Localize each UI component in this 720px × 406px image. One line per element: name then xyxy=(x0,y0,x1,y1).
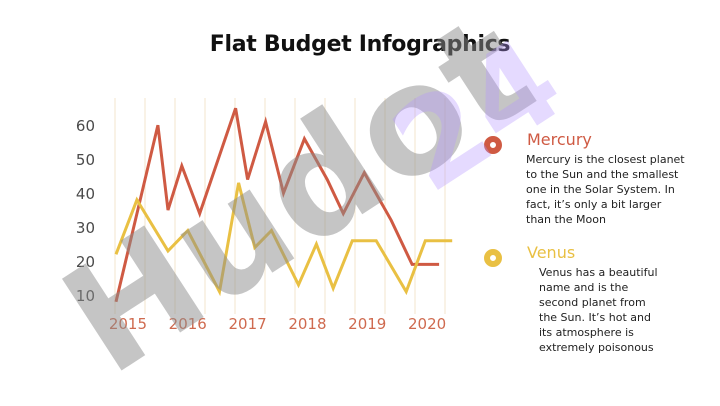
ring-icon xyxy=(484,136,502,154)
slide-title: Flat Budget Infographics xyxy=(209,32,511,57)
legend-name: Venus xyxy=(527,243,576,262)
legend-name: Mercury xyxy=(527,130,592,149)
legend-description: Venus has a beautiful name and is the se… xyxy=(539,266,658,354)
x-tick-label: 2015 xyxy=(109,315,147,333)
y-tick-label: 30 xyxy=(76,219,95,237)
y-tick-label: 60 xyxy=(76,117,95,135)
x-tick-label: 2020 xyxy=(408,315,446,333)
legend-description: Mercury is the closest planet to the Sun… xyxy=(526,153,685,226)
y-tick-label: 40 xyxy=(76,185,95,203)
y-tick-label: 50 xyxy=(76,151,95,169)
y-tick-label: 20 xyxy=(76,253,95,271)
x-tick-label: 2018 xyxy=(288,315,326,333)
x-tick-label: 2019 xyxy=(348,315,386,333)
series-line-mercury xyxy=(114,107,440,303)
grid xyxy=(114,98,446,314)
ring-icon xyxy=(484,249,502,267)
series-line-venus xyxy=(114,182,453,297)
x-tick-label: 2016 xyxy=(169,315,207,333)
x-tick-label: 2017 xyxy=(229,315,267,333)
y-tick-label: 10 xyxy=(76,287,95,305)
